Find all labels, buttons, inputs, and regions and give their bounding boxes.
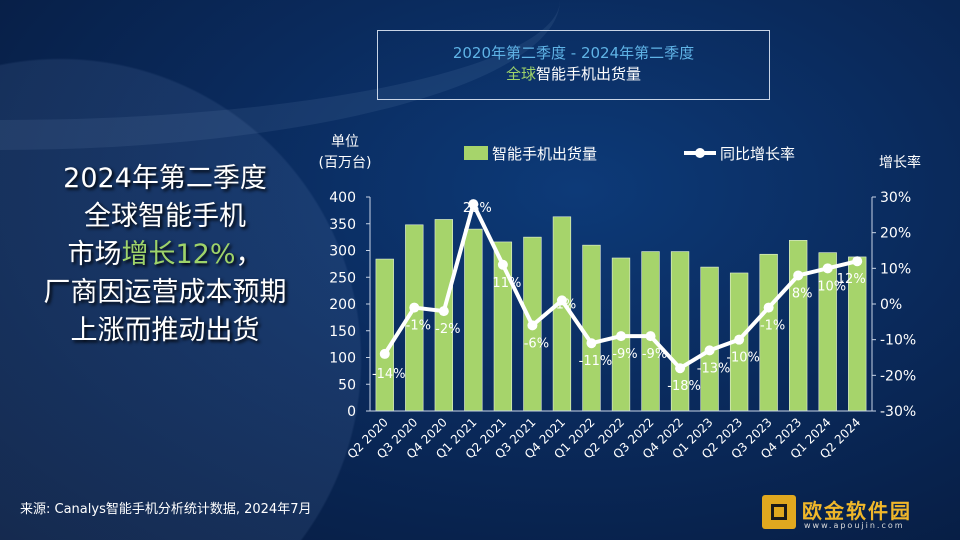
growth-point bbox=[497, 259, 508, 270]
logo-icon bbox=[762, 495, 796, 529]
growth-label: -10% bbox=[726, 351, 760, 366]
bar bbox=[700, 266, 719, 412]
growth-point bbox=[793, 270, 804, 281]
left-tick-label: 300 bbox=[329, 244, 356, 260]
headline-highlight: 增长12% bbox=[121, 239, 236, 270]
growth-point bbox=[438, 306, 449, 317]
growth-point bbox=[645, 331, 656, 342]
watermark-logo: 欧金软件园 www.apoujin.com bbox=[762, 495, 942, 535]
growth-label: -11% bbox=[579, 354, 613, 369]
growth-label: 11% bbox=[492, 276, 521, 291]
left-tick-label: 100 bbox=[329, 351, 356, 367]
chart-title-line2: 全球智能手机出货量 bbox=[378, 64, 769, 85]
right-tick-label: -10% bbox=[880, 333, 916, 349]
growth-point bbox=[822, 263, 833, 274]
headline-line: 厂商因运营成本预期 bbox=[43, 277, 287, 308]
right-tick-label: 20% bbox=[880, 226, 911, 242]
left-tick-label: 200 bbox=[329, 297, 356, 313]
source-note: 来源: Canalys智能手机分析统计数据, 2024年7月 bbox=[20, 502, 312, 517]
headline-text: ， bbox=[235, 239, 263, 270]
legend-bar-label: 智能手机出货量 bbox=[492, 145, 597, 163]
logo-url: www.apoujin.com bbox=[804, 521, 905, 530]
growth-label: 12% bbox=[837, 272, 866, 287]
left-tick-label: 50 bbox=[338, 377, 356, 393]
growth-point bbox=[586, 338, 597, 349]
growth-label: -2% bbox=[435, 322, 460, 337]
growth-point bbox=[616, 331, 626, 342]
growth-point bbox=[409, 302, 420, 313]
left-tick-label: 350 bbox=[329, 217, 356, 233]
growth-label: 10% bbox=[817, 279, 846, 294]
growth-label: -13% bbox=[697, 361, 731, 376]
right-tick-label: 0% bbox=[880, 297, 902, 313]
growth-point bbox=[675, 363, 686, 374]
growth-point bbox=[379, 348, 390, 359]
bar bbox=[552, 216, 572, 412]
right-tick-label: 30% bbox=[880, 190, 911, 206]
bar bbox=[582, 244, 601, 412]
growth-point bbox=[468, 199, 479, 210]
title-rest: 智能手机出货量 bbox=[536, 65, 642, 83]
right-tick-label: 10% bbox=[880, 261, 911, 277]
legend-line-label: 同比增长率 bbox=[720, 145, 795, 163]
left-tick-label: 0 bbox=[347, 404, 356, 420]
headline-line: 全球智能手机 bbox=[84, 201, 246, 232]
left-tick-label: 250 bbox=[329, 270, 356, 286]
growth-label: -14% bbox=[372, 367, 406, 382]
left-axis-title: 单位 bbox=[331, 134, 359, 150]
growth-label: -1% bbox=[760, 319, 785, 334]
growth-label: -1% bbox=[406, 319, 431, 334]
growth-point bbox=[556, 295, 567, 306]
right-tick-label: -30% bbox=[880, 404, 916, 420]
growth-point bbox=[763, 302, 774, 313]
right-tick-label: -20% bbox=[880, 368, 916, 384]
bar bbox=[789, 240, 808, 412]
growth-point bbox=[704, 345, 715, 356]
headline-line: 2024年第二季度 bbox=[63, 163, 267, 194]
growth-label: -9% bbox=[612, 347, 637, 362]
left-tick-label: 150 bbox=[329, 324, 356, 340]
headline-text: 市场 bbox=[67, 239, 122, 270]
growth-label: -18% bbox=[667, 379, 701, 394]
title-highlight: 全球 bbox=[505, 65, 536, 83]
chart-title-box: 2020年第二季度 - 2024年第二季度 全球智能手机出货量 bbox=[377, 30, 770, 100]
left-axis-unit: (百万台) bbox=[319, 155, 372, 171]
growth-label: 28% bbox=[463, 201, 492, 216]
logo-name: 欧金软件园 bbox=[802, 499, 912, 523]
growth-point bbox=[527, 320, 538, 331]
growth-label: -6% bbox=[524, 336, 549, 351]
legend-line-marker bbox=[695, 148, 705, 158]
bar bbox=[818, 252, 837, 412]
legend-bar-swatch bbox=[464, 146, 488, 160]
combo-chart: 0 50 100 150 200 250 300 350 400 -30% -20% -10% 0% 10… bbox=[319, 134, 921, 420]
chart-title-line1: 2020年第二季度 - 2024年第二季度 bbox=[452, 44, 695, 62]
bar bbox=[375, 258, 394, 412]
growth-point bbox=[734, 334, 745, 345]
growth-label: -9% bbox=[642, 347, 667, 362]
growth-point bbox=[852, 256, 863, 267]
growth-label: 1% bbox=[556, 297, 577, 312]
headline: 2024年第二季度 全球智能手机 市场增长12%， 厂商因运营成本预期 上涨而推… bbox=[0, 160, 330, 350]
bar bbox=[464, 228, 483, 412]
headline-line: 市场增长12%， bbox=[0, 236, 330, 274]
growth-label: 8% bbox=[792, 286, 813, 301]
right-axis-title: 增长率 bbox=[879, 154, 921, 171]
left-tick-label: 400 bbox=[329, 190, 356, 206]
headline-line: 上涨而推动出货 bbox=[70, 315, 260, 346]
